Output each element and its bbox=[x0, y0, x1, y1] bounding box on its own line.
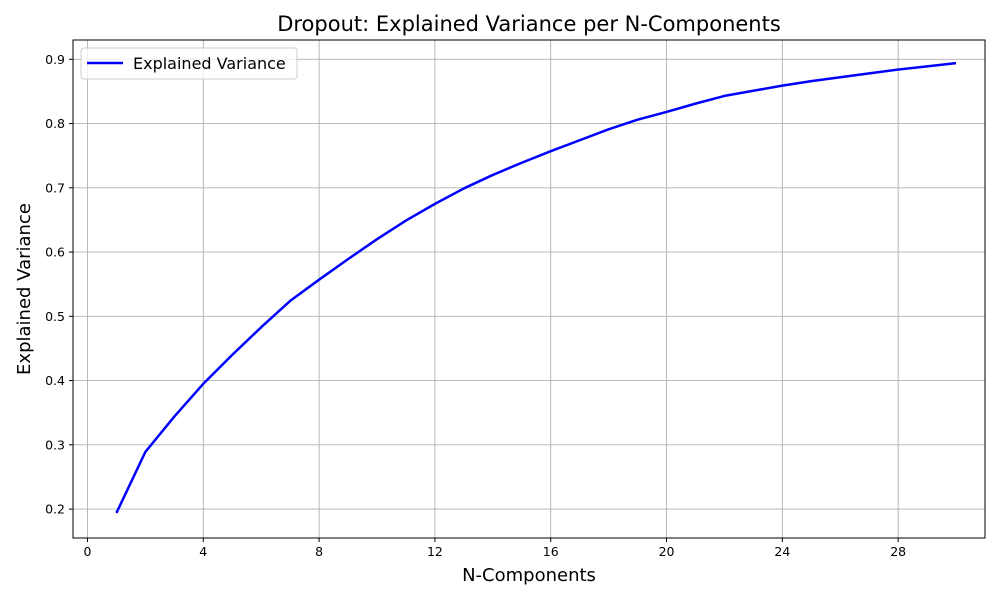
legend-label: Explained Variance bbox=[133, 54, 286, 73]
data-point bbox=[202, 383, 204, 385]
y-tick-label: 0.3 bbox=[45, 437, 65, 452]
data-point bbox=[868, 72, 870, 74]
x-axis-label: N-Components bbox=[462, 565, 596, 586]
x-tick-label: 8 bbox=[315, 544, 323, 559]
y-axis-label: Explained Variance bbox=[14, 203, 35, 375]
data-point bbox=[781, 84, 783, 86]
series-line bbox=[115, 61, 957, 514]
x-tick-label: 12 bbox=[427, 544, 443, 559]
y-tick-label: 0.7 bbox=[45, 180, 65, 195]
data-point bbox=[636, 118, 638, 120]
data-point bbox=[376, 238, 378, 240]
data-point bbox=[463, 187, 465, 189]
data-point bbox=[289, 300, 291, 302]
x-tick-label: 0 bbox=[83, 544, 91, 559]
data-point bbox=[492, 174, 494, 176]
chart-title: Dropout: Explained Variance per N-Compon… bbox=[277, 12, 781, 36]
data-point bbox=[694, 102, 696, 104]
data-point bbox=[260, 326, 262, 328]
x-tick-label: 24 bbox=[774, 544, 790, 559]
axis-ticks: 0 4 8 12 16 20 24 28 0.2 0.3 0.4 0.5 0.6 0.7 0.8 0.9 bbox=[45, 52, 906, 559]
y-tick-label: 0.8 bbox=[45, 116, 65, 131]
data-point bbox=[607, 128, 609, 130]
data-point bbox=[926, 65, 928, 67]
y-tick-label: 0.5 bbox=[45, 309, 65, 324]
data-point bbox=[839, 76, 841, 78]
data-point bbox=[955, 62, 957, 64]
data-point bbox=[578, 139, 580, 141]
data-point bbox=[144, 451, 146, 453]
legend-box bbox=[80, 47, 298, 80]
data-point bbox=[434, 203, 436, 205]
data-point bbox=[318, 278, 320, 280]
y-tick-label: 0.4 bbox=[45, 373, 65, 388]
data-point bbox=[897, 68, 899, 70]
x-tick-label: 20 bbox=[659, 544, 675, 559]
x-tick-label: 4 bbox=[199, 544, 207, 559]
grid-lines bbox=[73, 40, 985, 538]
x-tick-label: 28 bbox=[890, 544, 906, 559]
x-tick-label: 16 bbox=[543, 544, 559, 559]
y-tick-label: 0.9 bbox=[45, 52, 65, 67]
y-tick-label: 0.2 bbox=[45, 502, 65, 517]
data-point bbox=[405, 219, 407, 221]
data-point bbox=[231, 354, 233, 356]
data-point bbox=[173, 415, 175, 417]
data-point bbox=[810, 80, 812, 82]
data-point bbox=[550, 150, 552, 152]
data-point bbox=[115, 512, 117, 514]
data-point bbox=[521, 162, 523, 164]
data-point bbox=[665, 111, 667, 113]
legend: Explained Variance bbox=[80, 47, 298, 80]
plot-frame bbox=[72, 39, 986, 539]
data-point bbox=[347, 258, 349, 260]
y-tick-label: 0.6 bbox=[45, 245, 65, 260]
data-point bbox=[752, 90, 754, 92]
data-point bbox=[723, 95, 725, 97]
series-layer bbox=[115, 61, 957, 514]
